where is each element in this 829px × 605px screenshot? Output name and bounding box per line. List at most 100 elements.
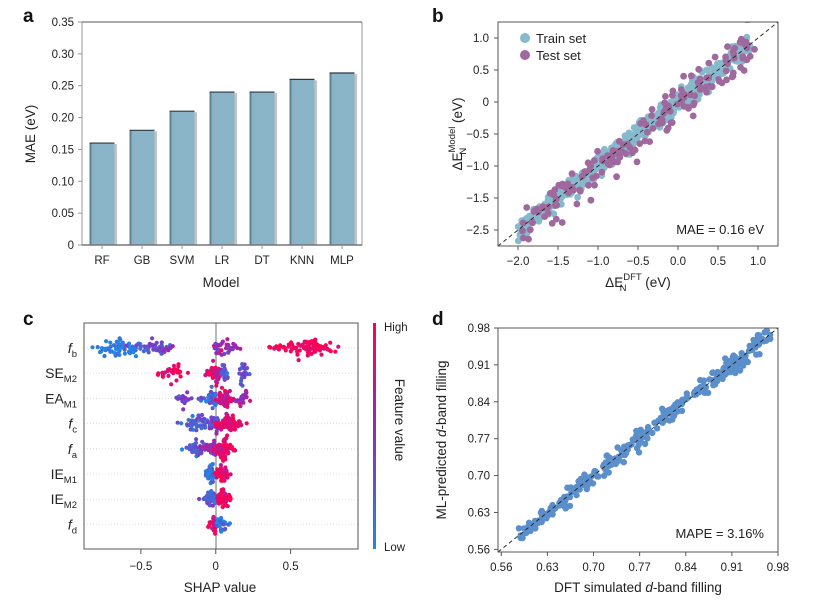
y-tick-label: 0.56 bbox=[468, 544, 490, 556]
shap-point bbox=[219, 369, 224, 375]
shap-point bbox=[221, 522, 226, 527]
shap-point bbox=[305, 346, 310, 351]
shap-point bbox=[174, 378, 179, 383]
shap-point bbox=[150, 336, 155, 341]
shap-point bbox=[169, 382, 174, 387]
shap-point bbox=[160, 370, 165, 375]
y-tick-label: 0.63 bbox=[468, 507, 490, 519]
bar bbox=[209, 91, 237, 245]
shap-point bbox=[196, 396, 201, 401]
shap-point bbox=[219, 515, 224, 521]
colorbar bbox=[373, 323, 376, 549]
data-point bbox=[670, 413, 677, 420]
x-tick-label: 0.5 bbox=[283, 561, 299, 573]
y-ticks-b: 1.0 0.5 0 −0.5 −1.0 −1.5 −2.5 bbox=[466, 33, 498, 237]
x-tick-label: 0.77 bbox=[628, 562, 650, 574]
test-point bbox=[592, 172, 600, 180]
bar bbox=[169, 110, 197, 245]
x-tick-label: 0.5 bbox=[710, 256, 726, 268]
shap-point bbox=[228, 472, 233, 477]
x-ticks-d: 0.56 0.63 0.70 0.77 0.84 0.91 0.98 bbox=[490, 552, 789, 574]
x-axis-label-a: Model bbox=[203, 275, 240, 290]
bar-shadow bbox=[314, 80, 317, 245]
shap-point bbox=[190, 413, 195, 419]
x-ticks-c: −0.5 0 0.5 bbox=[130, 549, 299, 573]
x-tick-label: RF bbox=[94, 255, 109, 267]
scatter-points-d bbox=[515, 328, 774, 542]
test-point bbox=[689, 112, 697, 120]
shap-point bbox=[244, 390, 249, 395]
test-point bbox=[631, 146, 639, 154]
shap-point bbox=[227, 498, 233, 503]
legend-marker-train bbox=[520, 33, 530, 43]
shap-point bbox=[224, 411, 229, 416]
shap-point bbox=[210, 503, 215, 508]
shap-point bbox=[241, 371, 246, 376]
test-point bbox=[648, 106, 656, 113]
data-point bbox=[682, 396, 690, 403]
data-point bbox=[635, 449, 643, 456]
shap-point bbox=[217, 523, 222, 528]
x-tick-label: −1.0 bbox=[587, 256, 610, 268]
shap-point bbox=[175, 370, 180, 375]
panel-b: b −2.0 −1.5 −1.0 −0.5 0.0 0.5 1.0 1.00.50−0.5−… bbox=[432, 6, 779, 294]
y-tick-label: 0.30 bbox=[52, 49, 74, 61]
bar-shadow bbox=[154, 131, 157, 245]
data-point bbox=[551, 504, 558, 511]
mape-annotation: MAPE = 3.16% bbox=[675, 526, 764, 541]
shap-point bbox=[226, 492, 232, 497]
test-point bbox=[613, 173, 620, 181]
bar-edge bbox=[169, 111, 172, 245]
shap-point bbox=[207, 400, 212, 406]
feature-name: f bbox=[68, 516, 74, 532]
shap-point bbox=[215, 370, 220, 375]
bar-shadow bbox=[274, 93, 277, 245]
shap-point bbox=[194, 421, 199, 426]
y-tick-label: 0.70 bbox=[468, 471, 490, 483]
axes-frame-d bbox=[497, 327, 779, 553]
shap-point bbox=[186, 397, 191, 402]
test-point bbox=[591, 181, 598, 189]
shap-point bbox=[213, 397, 218, 402]
test-point bbox=[736, 38, 744, 46]
shap-point bbox=[221, 487, 226, 492]
test-point bbox=[663, 126, 671, 134]
x-axis-label-b: ΔEDFT N (eV) bbox=[605, 272, 671, 294]
x-label-post-d: -band filling bbox=[653, 580, 722, 595]
test-point bbox=[680, 103, 688, 110]
shap-point bbox=[134, 343, 139, 348]
feature-name: EA bbox=[45, 390, 64, 406]
test-point bbox=[722, 53, 729, 61]
test-point bbox=[520, 234, 527, 242]
y-tick-label: 0.35 bbox=[52, 17, 74, 29]
shap-point bbox=[223, 499, 228, 505]
shap-point bbox=[319, 352, 324, 357]
test-point bbox=[743, 41, 751, 48]
shap-point bbox=[196, 413, 201, 418]
bar-body bbox=[329, 72, 355, 245]
shap-point bbox=[235, 422, 241, 427]
data-point bbox=[561, 503, 568, 510]
data-point bbox=[549, 511, 556, 518]
shap-point bbox=[222, 375, 227, 380]
test-point bbox=[519, 227, 526, 235]
test-point bbox=[594, 147, 601, 155]
test-point bbox=[643, 128, 651, 136]
test-point bbox=[648, 112, 655, 120]
y-ticks-a: 0 0.05 0.10 0.15 0.20 0.25 0.30 0.35 bbox=[52, 17, 82, 252]
shap-point bbox=[218, 492, 223, 497]
y-tick-label: 0.5 bbox=[473, 65, 489, 77]
feature-name: SE bbox=[45, 365, 64, 381]
x-tick-label: 0.0 bbox=[670, 256, 686, 268]
identity-line-d bbox=[498, 328, 778, 552]
test-point bbox=[687, 72, 695, 80]
shap-point bbox=[333, 349, 338, 354]
shap-point bbox=[321, 346, 326, 351]
shap-point bbox=[214, 431, 219, 436]
data-point bbox=[564, 484, 571, 491]
bar-edge bbox=[249, 92, 252, 245]
shap-point bbox=[175, 396, 180, 401]
data-point bbox=[576, 477, 583, 484]
test-point bbox=[639, 117, 647, 125]
shap-point bbox=[188, 427, 193, 432]
